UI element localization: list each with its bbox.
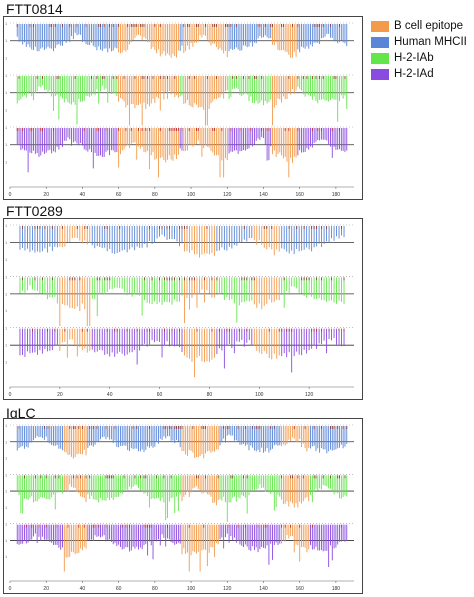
legend-item: B cell epitope	[371, 18, 467, 34]
x-tick-label: 60	[116, 192, 122, 198]
y-tick-label: 1	[5, 159, 8, 164]
legend-label: H-2-IAb	[394, 52, 434, 64]
chart-title-ftt0289: FTT0289	[6, 203, 63, 219]
x-tick-label: 140	[259, 586, 268, 592]
x-tick-label: 20	[43, 586, 49, 592]
chart-svg-iglc: 1 1 1 1 1 1 1 1 1 0 20 40 60 80 100 120 140 160 180	[5, 423, 354, 592]
y-tick-label: 1	[5, 125, 8, 130]
chart-svg-ftt0289: 1 1 1 1 1 1 1 1 1 0 20 40 60 80 100 120	[5, 223, 354, 398]
chart-ftt0289: 1 1 1 1 1 1 1 1 1 0 20 40 60 80 100 120	[3, 218, 363, 400]
y-tick-label: 1	[5, 538, 8, 543]
x-tick-label: 120	[223, 586, 232, 592]
y-tick-label: 1	[5, 489, 8, 494]
x-tick-label: 160	[296, 586, 305, 592]
y-tick-label: 1	[5, 308, 8, 313]
y-tick-label: 1	[5, 142, 8, 147]
y-tick-label: 1	[5, 257, 8, 262]
x-tick-label: 60	[157, 392, 163, 398]
x-tick-label: 80	[207, 392, 213, 398]
y-tick-label: 1	[5, 90, 8, 95]
y-tick-label: 1	[5, 21, 8, 26]
x-tick-label: 40	[80, 586, 86, 592]
x-tick-label: 40	[80, 192, 86, 198]
legend-label: B cell epitope	[394, 20, 464, 32]
y-tick-label: 1	[5, 240, 8, 245]
y-tick-label: 1	[5, 439, 8, 444]
legend-item: H-2-IAd	[371, 66, 467, 82]
chart-ftt0814: 1 1 1 1 1 1 1 1 1 0 20 40 60 80 100 120 140 160 180	[3, 16, 363, 200]
x-tick-label: 0	[9, 192, 12, 198]
legend-label: Human MHCII	[394, 36, 467, 48]
x-tick-label: 120	[223, 192, 232, 198]
chart-iglc: 1 1 1 1 1 1 1 1 1 0 20 40 60 80 100 120 140 160 180	[3, 418, 363, 594]
x-tick-label: 20	[57, 392, 63, 398]
y-tick-label: 1	[5, 291, 8, 296]
legend-swatch	[371, 36, 389, 48]
x-tick-label: 180	[332, 192, 341, 198]
y-tick-label: 1	[5, 223, 8, 228]
x-tick-label: 160	[296, 192, 305, 198]
x-tick-label: 80	[152, 586, 158, 592]
y-tick-label: 1	[5, 472, 8, 477]
x-tick-label: 0	[9, 586, 12, 592]
legend-swatch	[371, 20, 389, 32]
y-tick-label: 1	[5, 38, 8, 43]
y-tick-label: 1	[5, 522, 8, 527]
y-tick-label: 1	[5, 423, 8, 428]
x-tick-label: 20	[43, 192, 49, 198]
x-tick-label: 80	[152, 192, 158, 198]
legend-label: H-2-IAd	[394, 68, 434, 80]
legend: B cell epitope Human MHCII H-2-IAb H-2-I…	[371, 18, 467, 82]
y-tick-label: 1	[5, 107, 8, 112]
x-tick-label: 140	[259, 192, 268, 198]
legend-swatch	[371, 68, 389, 80]
x-tick-label: 180	[332, 586, 341, 592]
x-tick-label: 60	[116, 586, 122, 592]
y-tick-label: 1	[5, 360, 8, 365]
y-tick-label: 1	[5, 554, 8, 559]
legend-item: Human MHCII	[371, 34, 467, 50]
legend-item: H-2-IAb	[371, 50, 467, 66]
y-tick-label: 1	[5, 274, 8, 279]
y-tick-label: 1	[5, 456, 8, 461]
y-tick-label: 1	[5, 55, 8, 60]
x-tick-label: 100	[187, 586, 196, 592]
x-tick-label: 100	[187, 192, 196, 198]
x-tick-label: 120	[305, 392, 314, 398]
y-tick-label: 1	[5, 343, 8, 348]
chart-svg-ftt0814: 1 1 1 1 1 1 1 1 1 0 20 40 60 80 100 120 140 160 180	[5, 21, 354, 198]
x-tick-label: 100	[255, 392, 264, 398]
legend-swatch	[371, 52, 389, 64]
chart-title-iglc: IgLC	[6, 405, 36, 421]
y-tick-label: 1	[5, 505, 8, 510]
x-tick-label: 40	[107, 392, 113, 398]
x-tick-label: 0	[9, 392, 12, 398]
chart-title-ftt0814: FTT0814	[6, 1, 63, 17]
y-tick-label: 1	[5, 326, 8, 331]
y-tick-label: 1	[5, 73, 8, 78]
